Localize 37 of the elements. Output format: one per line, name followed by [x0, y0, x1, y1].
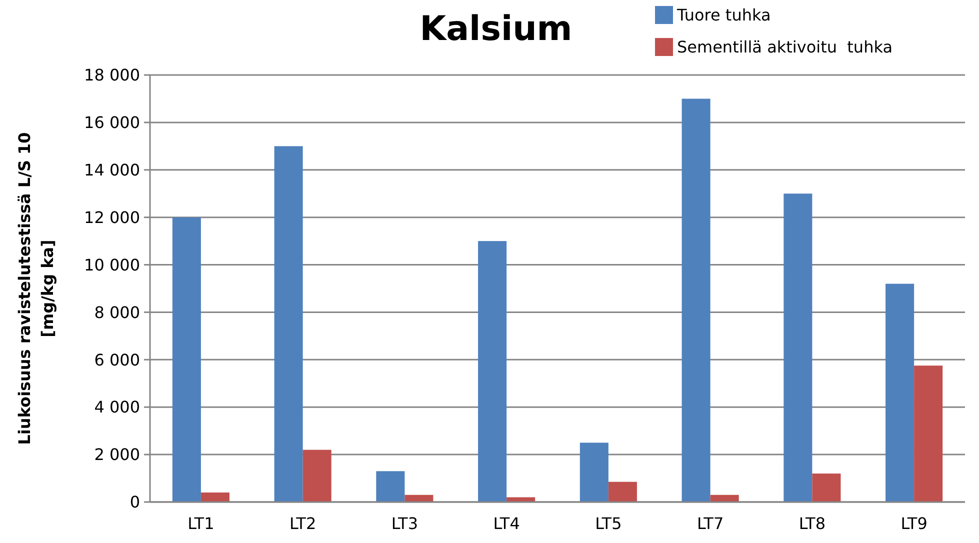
bar	[200, 492, 230, 502]
bar	[710, 494, 739, 502]
legend-label: Tuore tuhka	[676, 6, 771, 25]
y-tick-label: 16 000	[84, 113, 140, 132]
bar	[478, 241, 507, 502]
y-tick-label: 2 000	[94, 445, 140, 464]
y-tick-label: 14 000	[84, 160, 140, 180]
x-tick-label: LT3	[391, 514, 418, 533]
bar	[784, 194, 812, 502]
y-tick-label: 18 000	[84, 66, 140, 85]
x-tick-label: LT8	[798, 514, 826, 533]
x-tick-label: LT4	[493, 514, 520, 533]
y-tick-label: 6 000	[94, 350, 140, 370]
bar	[914, 366, 943, 502]
bar	[302, 450, 332, 502]
y-axis-title: Liukoisuus ravistelutestissä L/S 10 [mg/kg ka]	[15, 132, 57, 445]
y-tick-label: 0	[130, 492, 140, 512]
bar	[274, 146, 303, 502]
legend-label: Sementillä aktivoitu tuhka	[677, 38, 892, 57]
x-tick-label: LT7	[696, 514, 724, 533]
chart-title: Kalsium	[420, 9, 572, 49]
x-tick-label: LT1	[188, 514, 214, 533]
bar	[812, 474, 841, 502]
y-tick-label: 10 000	[84, 255, 140, 274]
bar	[376, 471, 405, 502]
bar	[608, 482, 637, 502]
x-tick-label: LT2	[289, 514, 316, 533]
bar	[580, 442, 608, 502]
x-tick-label: LT9	[900, 514, 928, 533]
y-tick-label: 12 000	[84, 208, 140, 227]
bar	[172, 217, 201, 502]
bar	[404, 494, 434, 502]
y-tick-label: 4 000	[94, 398, 140, 417]
bar	[682, 98, 710, 502]
bar	[886, 284, 914, 502]
x-tick-label: LT5	[595, 514, 622, 533]
y-tick-label: 8 000	[94, 302, 140, 322]
